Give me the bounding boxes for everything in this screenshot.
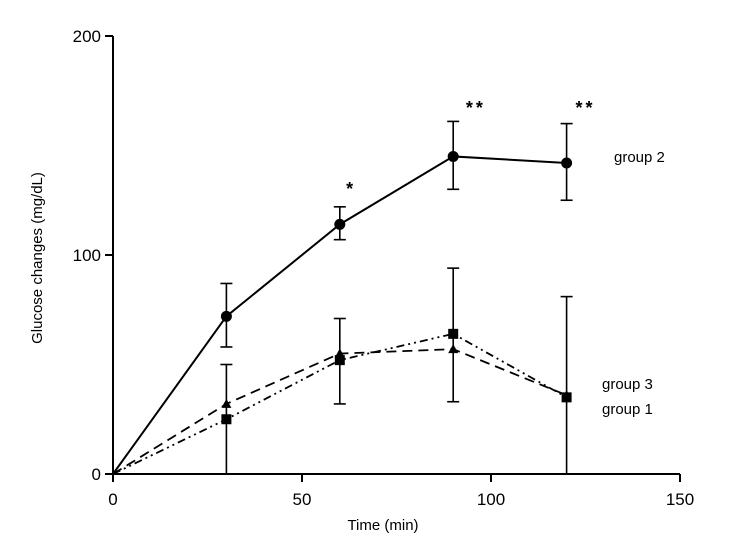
x-tick-label: 0 xyxy=(108,490,117,509)
y-tick-label: 0 xyxy=(92,465,101,484)
data-point xyxy=(221,398,232,408)
data-point xyxy=(334,355,345,366)
x-tick-label: 100 xyxy=(477,490,505,509)
data-point xyxy=(561,157,573,169)
significance-marker: ** xyxy=(466,98,486,118)
x-tick-label: 150 xyxy=(666,490,694,509)
data-point xyxy=(221,414,232,425)
x-tick-label: 50 xyxy=(293,490,312,509)
data-point xyxy=(334,218,346,230)
series-lines xyxy=(112,155,568,475)
data-point xyxy=(448,344,459,354)
y-tick-label: 100 xyxy=(73,246,101,265)
x-axis-title: Time (min) xyxy=(347,517,418,534)
y-tick-label: 200 xyxy=(73,27,101,46)
data-point xyxy=(561,392,572,403)
series-label: group 2 xyxy=(614,149,665,166)
series-label: group 3 xyxy=(602,376,653,393)
series-label: group 1 xyxy=(602,401,653,418)
data-point xyxy=(220,310,232,322)
series-line-group-2 xyxy=(112,155,567,475)
significance-marker: ** xyxy=(575,98,595,118)
axes: 0 100 200 0 50 100 150 Time (min) Glucose change… xyxy=(29,27,694,534)
y-axis-title: Glucose changes (mg/dL) xyxy=(29,172,46,344)
significance-marker: * xyxy=(346,179,356,199)
data-point xyxy=(448,328,459,339)
data-markers xyxy=(220,150,573,425)
error-bars xyxy=(220,120,573,475)
data-point xyxy=(447,150,459,162)
